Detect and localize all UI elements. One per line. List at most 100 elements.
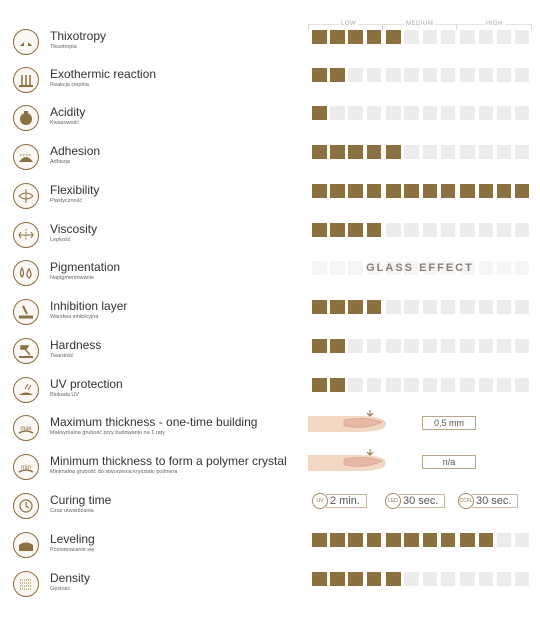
thickness-value: 0,5 mm xyxy=(422,416,476,430)
bar-empty xyxy=(348,378,363,392)
bar-filled xyxy=(312,533,327,547)
scale-tick xyxy=(531,24,532,30)
property-subtitle: Warstwa inhibicyjna xyxy=(50,314,99,320)
bar-empty xyxy=(478,261,494,275)
rating-bars xyxy=(312,572,533,586)
scale-low-label: LOW xyxy=(339,21,359,27)
scale-medium-label: MEDIUM xyxy=(404,21,436,27)
property-subtitle: Reakcja cieplna xyxy=(50,82,89,88)
property-title: UV protection xyxy=(50,377,123,391)
property-title: Maximum thickness - one-time building xyxy=(50,415,258,429)
min-thickness-icon: min xyxy=(13,454,39,480)
bar-filled xyxy=(422,533,438,547)
bar-empty xyxy=(440,30,456,44)
bar-empty xyxy=(404,30,419,44)
property-subtitle: Poziomowanie się xyxy=(50,547,95,553)
property-subtitle: Czas utwardzania xyxy=(50,508,94,514)
bar-filled xyxy=(312,30,327,44)
leveling-icon xyxy=(13,532,39,558)
property-row-exothermic: Exothermic reaction Reakcja cieplna xyxy=(0,64,540,102)
bar-empty xyxy=(422,261,438,275)
property-title: Adhesion xyxy=(50,144,101,158)
icon-text: max xyxy=(20,426,31,432)
bar-filled xyxy=(366,223,382,237)
property-row-curing: Curing time Czas utwardzania UV 2 min. LED 30… xyxy=(0,490,540,528)
bar-empty xyxy=(386,300,401,314)
bar-filled xyxy=(312,572,327,586)
bar-filled xyxy=(330,68,345,82)
bar-filled xyxy=(330,378,345,392)
nail-thickness-illustration xyxy=(308,449,386,473)
bar-empty xyxy=(514,145,530,159)
scale-tick xyxy=(382,24,383,30)
bar-filled xyxy=(440,533,456,547)
bar-filled xyxy=(330,145,345,159)
bar-empty xyxy=(460,68,475,82)
lamp-badge: CCFL xyxy=(458,493,474,509)
bar-filled xyxy=(330,30,345,44)
curing-time-value: 30 sec. xyxy=(399,494,446,508)
bar-empty xyxy=(496,572,512,586)
bar-filled xyxy=(312,300,327,314)
bar-empty xyxy=(404,68,419,82)
bar-filled xyxy=(348,30,363,44)
bar-empty xyxy=(514,30,530,44)
bar-empty xyxy=(460,145,475,159)
bar-empty xyxy=(496,378,512,392)
bar-filled xyxy=(330,572,345,586)
inhibition-icon xyxy=(13,299,39,325)
bar-empty xyxy=(478,106,494,120)
bar-empty xyxy=(496,30,512,44)
property-subtitle: Kwasowość xyxy=(50,120,80,126)
property-title: Flexibility xyxy=(50,183,100,197)
bar-empty xyxy=(330,106,345,120)
rating-bars xyxy=(312,378,533,392)
curing-time-value: 30 sec. xyxy=(472,494,519,508)
lamp-badge: UV xyxy=(312,493,328,509)
bar-empty xyxy=(496,261,512,275)
bar-empty xyxy=(514,300,530,314)
bar-empty xyxy=(404,339,419,353)
bar-empty xyxy=(422,378,438,392)
curing-time-uv: UV 2 min. xyxy=(312,493,367,509)
bar-empty xyxy=(460,261,475,275)
bar-filled xyxy=(514,184,530,198)
rating-bars xyxy=(312,300,533,314)
bar-filled xyxy=(496,184,512,198)
bar-filled xyxy=(330,533,345,547)
property-subtitle: Blokada UV xyxy=(50,392,80,398)
bar-empty xyxy=(478,30,494,44)
bar-filled xyxy=(460,533,475,547)
property-row-minthick: min Minimum thickness to form a polymer c… xyxy=(0,449,540,489)
rating-bars xyxy=(312,533,533,547)
bar-empty xyxy=(460,30,475,44)
bar-filled xyxy=(312,184,327,198)
bar-empty xyxy=(478,378,494,392)
bar-empty xyxy=(404,261,419,275)
bar-empty xyxy=(478,572,494,586)
bar-filled xyxy=(312,68,327,82)
bar-empty xyxy=(460,223,475,237)
bar-empty xyxy=(460,572,475,586)
property-subtitle: Minimalna grubość do stworzenia kryształ… xyxy=(50,469,178,475)
property-subtitle: Tiksotropia xyxy=(50,44,77,50)
bar-filled xyxy=(312,145,327,159)
bar-filled xyxy=(478,184,494,198)
property-title: Exothermic reaction xyxy=(50,67,157,81)
curing-time-value: 2 min. xyxy=(326,494,367,508)
bar-empty xyxy=(440,339,456,353)
property-title: Minimum thickness to form a polymer crys… xyxy=(50,454,287,468)
bar-empty xyxy=(366,339,382,353)
property-title: Viscosity xyxy=(50,222,98,236)
bar-empty xyxy=(366,68,382,82)
bar-empty xyxy=(348,68,363,82)
rating-bars xyxy=(312,68,533,82)
bar-empty xyxy=(422,339,438,353)
bar-filled xyxy=(348,533,363,547)
curing-time-icon xyxy=(13,493,39,519)
bar-empty xyxy=(514,106,530,120)
rating-bars xyxy=(312,339,533,353)
property-subtitle: Napigmentowanie xyxy=(50,275,95,281)
bar-empty xyxy=(460,339,475,353)
